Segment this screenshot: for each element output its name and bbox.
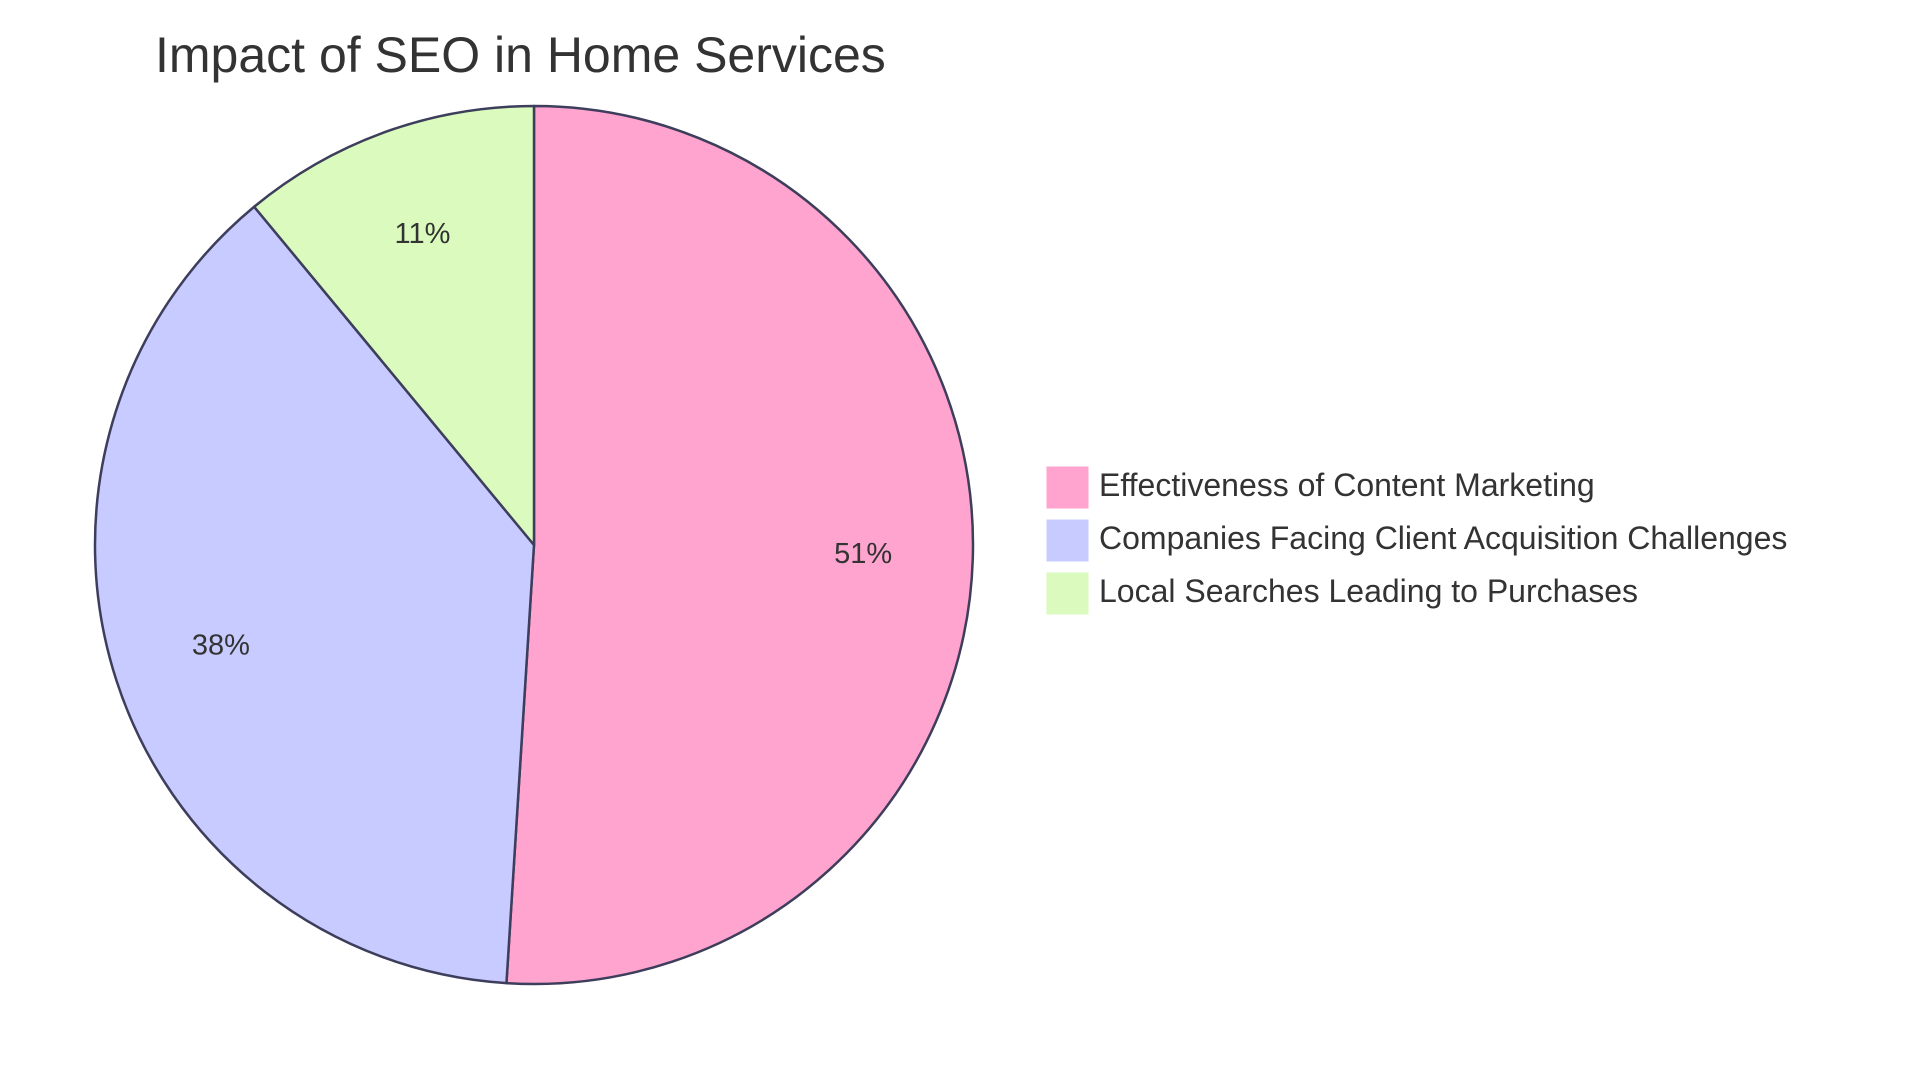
legend-swatch (1045, 518, 1090, 563)
slice-label: 11% (395, 218, 451, 250)
pie-slices (93, 104, 975, 986)
legend-swatch (1045, 465, 1090, 510)
legend-label: Local Searches Leading to Purchases (1099, 573, 1638, 609)
legend-label: Effectiveness of Content Marketing (1099, 467, 1595, 503)
legend-label: Companies Facing Client Acquisition Chal… (1099, 520, 1787, 556)
slice-label: 38% (192, 629, 250, 661)
pie-slice (252, 104, 536, 547)
pie-slice (505, 104, 975, 986)
chart-title: Impact of SEO in Home Services (155, 27, 886, 83)
legend-swatch (1045, 571, 1090, 616)
legend: Effectiveness of Content Marketing Compan… (1045, 465, 1787, 616)
slice-labels: 51% 38% 11% (192, 218, 892, 662)
slice-label: 51% (834, 538, 892, 570)
pie-slice (93, 205, 536, 985)
